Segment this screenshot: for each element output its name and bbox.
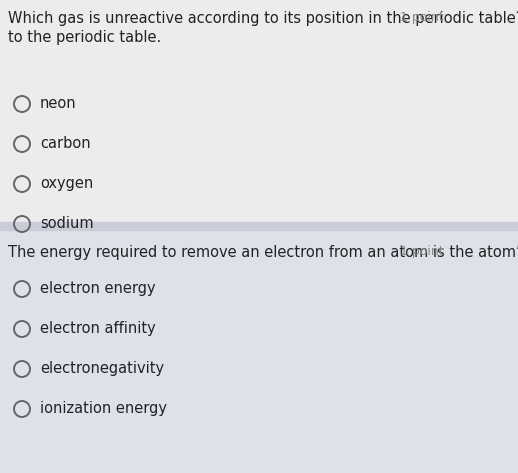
Text: oxygen: oxygen	[40, 176, 93, 191]
Text: The energy required to remove an electron from an atom is the atom’s: The energy required to remove an electro…	[8, 245, 518, 260]
Text: to the periodic table.: to the periodic table.	[8, 30, 161, 45]
Text: electron affinity: electron affinity	[40, 321, 156, 336]
Text: carbon: carbon	[40, 136, 91, 151]
Bar	[0, 230, 518, 473]
Bar	[0, 0, 518, 222]
Text: ionization energy: ionization energy	[40, 401, 167, 416]
Text: Which gas is unreactive according to its position in the periodic table? Refer: Which gas is unreactive according to its…	[8, 11, 518, 26]
Text: 1 point: 1 point	[400, 245, 443, 258]
Bar	[0, 222, 518, 230]
Text: sodium: sodium	[40, 216, 94, 231]
Text: 1 point: 1 point	[400, 11, 443, 24]
Text: electron energy: electron energy	[40, 281, 155, 296]
Text: electronegativity: electronegativity	[40, 361, 164, 376]
Text: neon: neon	[40, 96, 77, 111]
